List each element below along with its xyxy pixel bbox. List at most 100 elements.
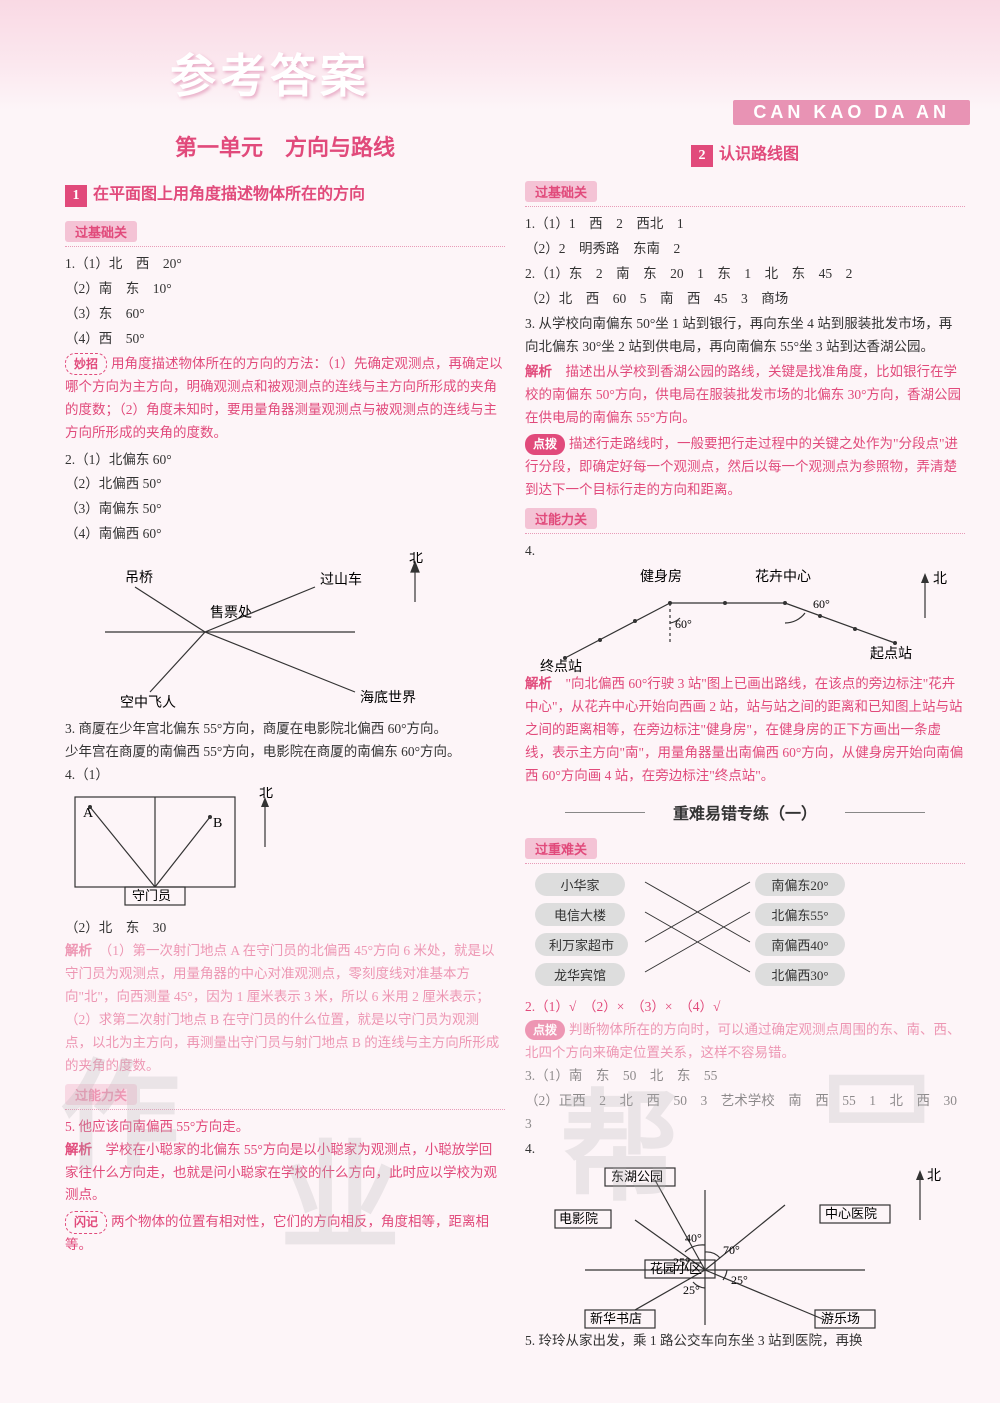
r-dianbo: 点拨描述行走路线时，一般要把行走过程中的关键之处作为"分段点"进行分段，即确定好… <box>525 433 965 502</box>
dianbo-label: 点拨 <box>525 434 565 454</box>
svg-text:新华书店: 新华书店 <box>590 1311 642 1326</box>
svg-text:空中飞人: 空中飞人 <box>120 695 176 711</box>
match-left-3: 龙华宾馆 <box>535 963 625 986</box>
section1-title: 1 在平面图上用角度描述物体所在的方向 <box>65 180 505 207</box>
svg-text:北: 北 <box>259 787 273 801</box>
q4-header: 4.（1） <box>65 764 505 787</box>
section-num-box: 2 <box>691 145 713 167</box>
svg-text:守门员: 守门员 <box>132 888 171 903</box>
section-num-box: 1 <box>65 185 87 207</box>
q2: 2.（1）北偏东 60° （2）北偏西 50° （3）南偏东 50° （4）南偏… <box>65 449 505 547</box>
divider <box>65 1109 505 1110</box>
divider <box>525 206 965 207</box>
q1-b: （2）南 东 10° <box>65 278 505 301</box>
r-q1-c: 2.（1）东 2 南 东 20 1 东 1 北 东 45 2 <box>525 263 965 286</box>
r-dianbo2: 点拨判断物体所在的方向时，可以通过确定观测点周围的东、南、西、北四个方向来确定位… <box>525 1019 965 1065</box>
q5: 5. 他应该向南偏西 55°方向走。 <box>65 1116 505 1139</box>
tip-text: 妙招用角度描述物体所在的方向的方法：（1）先确定观测点，再确定以哪个方向为主方向… <box>65 353 505 445</box>
svg-text:起点站: 起点站 <box>870 646 912 662</box>
svg-text:60°: 60° <box>675 617 692 631</box>
r-q3: 3.（1）南 东 50 北 东 55 （2）正西 2 北 西 50 3 艺术学校… <box>525 1065 965 1136</box>
match-left-2: 利万家超市 <box>535 933 628 956</box>
svg-text:25°: 25° <box>673 1255 690 1269</box>
divider <box>65 246 505 247</box>
tag-basic-r: 过基础关 <box>525 181 597 202</box>
section2-title: 2 认识路线图 <box>525 140 965 167</box>
q4-jiexi-text: （1）第一次射门地点 A 在守门员的北偏西 45°方向 6 米处，就是以守门员为… <box>65 943 499 1073</box>
jiexi-label: 解析 <box>525 364 552 379</box>
match-lines <box>635 870 865 990</box>
divider <box>525 863 965 864</box>
tag-hard: 过重难关 <box>525 838 597 859</box>
r-dianbo2-text: 判断物体所在的方向时，可以通过确定观测点周围的东、南、西、北四个方向来确定位置关… <box>525 1022 961 1060</box>
match-diagram: 小华家 电信大楼 利万家超市 龙华宾馆 南偏东20° 北偏东55° 南偏西40°… <box>525 870 965 990</box>
q1-d: （4）西 50° <box>65 328 505 351</box>
svg-text:北: 北 <box>933 571 947 587</box>
star-diagram: 吊桥 过山车 售票处 空中飞人 海底世界 北 <box>65 552 505 712</box>
svg-text:游乐场: 游乐场 <box>821 1311 860 1326</box>
svg-text:电影院: 电影院 <box>559 1211 598 1226</box>
svg-text:花卉中心: 花卉中心 <box>755 569 811 585</box>
match-left-0: 小华家 <box>535 873 625 896</box>
q1-a: 1.（1）北 西 20° <box>65 253 505 276</box>
section2-title-text: 认识路线图 <box>719 146 799 163</box>
r-q1: 1.（1）1 西 2 西北 1 （2）2 明秀路 东南 2 2.（1）东 2 南… <box>525 213 965 359</box>
goalkeeper-diagram: A B 守门员 北 <box>65 787 295 917</box>
section1-title-text: 在平面图上用角度描述物体所在的方向 <box>93 186 365 203</box>
jiexi-label: 解析 <box>525 676 552 691</box>
svg-text:60°: 60° <box>813 597 830 611</box>
r-q3-a: 3.（1）南 东 50 北 东 55 <box>525 1065 965 1088</box>
tip-label: 妙招 <box>65 353 107 375</box>
q1: 1.（1）北 西 20° （2）南 东 10° （3）东 60° （4）西 50… <box>65 253 505 351</box>
r-dianbo-text: 描述行走路线时，一般要把行走过程中的关键之处作为"分段点"进行分段，即确定好每一… <box>525 436 958 497</box>
route-diagram: 健身房 花卉中心 终点站 起点站 60° 60° 北 <box>525 563 955 673</box>
r-q4-jiexi-text: "向北偏西 60°行驶 3 站"图上已画出路线，在该点的旁边标注"花卉中心"，从… <box>525 676 963 783</box>
q2-d: （4）南偏西 60° <box>65 523 505 546</box>
r-q1-a: 1.（1）1 西 2 西北 1 <box>525 213 965 236</box>
hard-title: 重难易错专练（一） <box>525 800 965 824</box>
svg-text:终点站: 终点站 <box>540 659 582 673</box>
svg-text:40°: 40° <box>685 1231 702 1245</box>
svg-text:25°: 25° <box>731 1273 748 1287</box>
r-q4-jiexi: 解析 "向北偏西 60°行驶 3 站"图上已画出路线，在该点的旁边标注"花卉中心… <box>525 673 965 788</box>
r-q1-d: （2）北 西 60 5 南 西 45 3 商场 <box>525 288 965 311</box>
jiexi-label: 解析 <box>65 1142 92 1157</box>
left-column: 第一单元 方向与路线 1 在平面图上用角度描述物体所在的方向 过基础关 1.（1）… <box>65 130 505 1353</box>
jiexi-label: 解析 <box>65 943 92 958</box>
tip-content: 用角度描述物体所在的方向的方法：（1）先确定观测点，再确定以哪个方向为主方向，明… <box>65 356 503 440</box>
tag-ability: 过能力关 <box>65 1084 137 1105</box>
right-column: 2 认识路线图 过基础关 1.（1）1 西 2 西北 1 （2）2 明秀路 东南 … <box>525 130 965 1353</box>
dianbo-label: 点拨 <box>525 1020 565 1040</box>
svg-text:海底世界: 海底世界 <box>360 690 416 706</box>
r-q1-b: （2）2 明秀路 东南 2 <box>525 238 965 261</box>
svg-text:过山车: 过山车 <box>320 571 362 588</box>
star-diagram-svg: 吊桥 过山车 售票处 空中飞人 海底世界 北 <box>65 552 485 712</box>
r-q1-e: 3. 从学校向南偏东 50°坐 1 站到银行，再向东坐 4 站到服装批发市场，再… <box>525 313 965 359</box>
q3: 3. 商厦在少年宫北偏东 55°方向，商厦在电影院北偏西 60°方向。 少年宫在… <box>65 718 505 764</box>
r-q4b-num: 4. <box>525 1138 965 1161</box>
svg-text:东湖公园: 东湖公园 <box>611 1169 663 1184</box>
svg-text:北: 北 <box>927 1168 941 1184</box>
pinyin-band: CAN KAO DA AN <box>733 100 970 125</box>
q2-b: （2）北偏西 50° <box>65 473 505 496</box>
tag-basic: 过基础关 <box>65 221 137 242</box>
svg-text:中心医院: 中心医院 <box>825 1206 877 1221</box>
q4-line2: （2）北 东 30 <box>65 917 505 940</box>
r-q4-num: 4. <box>525 540 965 563</box>
q2-a: 2.（1）北偏东 60° <box>65 449 505 472</box>
unit-title: 第一单元 方向与路线 <box>65 130 505 162</box>
shanji-text: 两个物体的位置有相对性，它们的方向相反，角度相等，距离相等。 <box>65 1214 489 1252</box>
compass-diagram: 东湖公园 电影院 中心医院 花园小区 新华书店 游乐场 40° 25° 70° … <box>525 1160 955 1330</box>
svg-text:健身房: 健身房 <box>640 569 682 585</box>
svg-text:售票处: 售票处 <box>210 605 252 621</box>
svg-text:70°: 70° <box>723 1243 740 1257</box>
tag-ability-r: 过能力关 <box>525 508 597 529</box>
shanji-label: 闪记 <box>65 1211 107 1233</box>
r-jiexi: 解析 描述出从学校到香湖公园的路线，关键是找准角度，比如银行在学校的南偏东 50… <box>525 361 965 430</box>
svg-text:B: B <box>213 816 222 831</box>
r-q3-b: （2）正西 2 北 西 50 3 艺术学校 南 西 55 1 北 西 30 3 <box>525 1090 965 1136</box>
header-band: 参考答案 CAN KAO DA AN <box>0 0 1000 110</box>
divider <box>525 533 965 534</box>
r-jiexi-text: 描述出从学校到香湖公园的路线，关键是找准角度，比如银行在学校的南偏东 50°方向… <box>525 364 961 425</box>
svg-text:25°: 25° <box>683 1283 700 1297</box>
